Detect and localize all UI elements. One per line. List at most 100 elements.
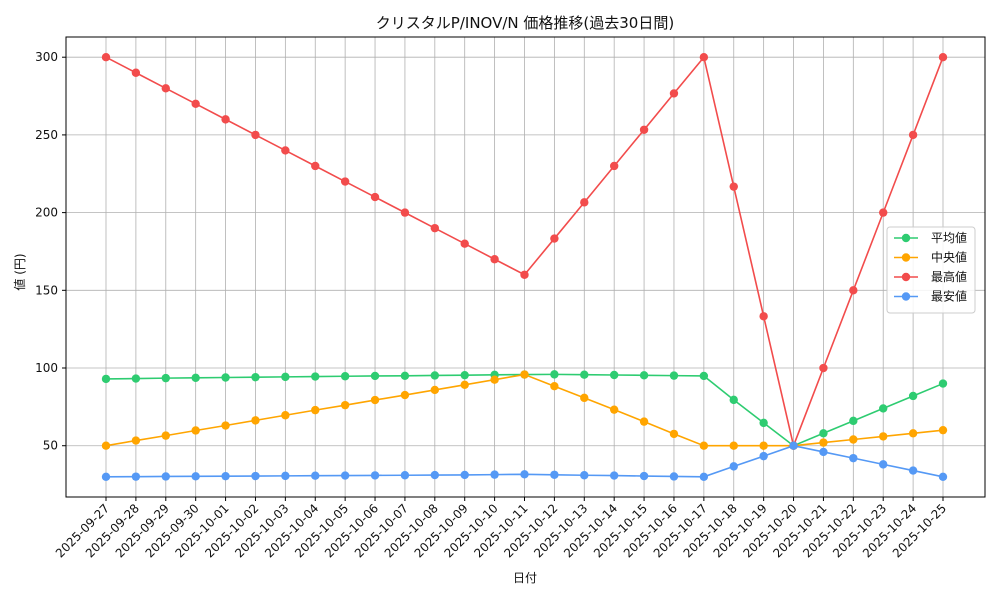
data-point (460, 239, 469, 248)
data-point (908, 429, 918, 438)
data-point (311, 372, 320, 381)
data-point (520, 470, 529, 479)
y-tick-label: 50 (43, 439, 58, 453)
data-point (879, 460, 888, 469)
data-point (340, 400, 350, 410)
data-point (400, 208, 410, 217)
data-point (340, 471, 350, 480)
data-point (101, 472, 111, 481)
data-point (669, 429, 679, 439)
data-point (938, 472, 948, 481)
legend-box (886, 226, 976, 314)
data-point (609, 161, 619, 171)
data-point (251, 130, 260, 140)
data-point (580, 198, 589, 207)
data-point (251, 372, 260, 382)
data-point (161, 472, 170, 481)
y-axis-ticks: 50 100 150 200 250 300 (35, 50, 66, 453)
y-tick-label: 250 (35, 128, 58, 142)
data-point (609, 405, 619, 414)
series-最安値 (101, 441, 948, 481)
data-point (580, 393, 589, 403)
legend-swatch-marker (901, 272, 911, 282)
data-point (101, 441, 111, 450)
data-point (131, 68, 141, 77)
series-中央値 (101, 370, 948, 450)
data-point (281, 411, 290, 420)
data-point (819, 363, 828, 373)
data-point (131, 436, 141, 445)
data-point (729, 462, 738, 471)
data-point (729, 182, 738, 191)
data-point (639, 417, 649, 426)
data-point (639, 371, 649, 380)
data-point (311, 471, 320, 480)
data-point (460, 380, 469, 389)
data-point (251, 416, 260, 425)
data-point (938, 53, 948, 62)
data-point (699, 53, 709, 62)
data-point (879, 404, 888, 413)
data-point (789, 441, 798, 450)
data-point (490, 470, 499, 479)
data-point (370, 471, 380, 480)
y-tick-label: 200 (35, 206, 58, 220)
data-point (759, 312, 768, 321)
data-point (191, 426, 200, 435)
data-point (908, 391, 918, 401)
data-point (370, 371, 380, 381)
data-point (819, 447, 828, 457)
data-point (849, 286, 858, 295)
series-lines (101, 53, 948, 481)
legend-swatch-marker (901, 253, 911, 262)
plot-frame (65, 36, 986, 498)
data-point (639, 125, 649, 134)
data-point (101, 374, 111, 384)
data-point (759, 451, 768, 461)
y-tick-label: 150 (35, 283, 58, 297)
legend-swatch-marker (901, 292, 911, 301)
data-point (938, 379, 948, 388)
data-point (221, 421, 230, 430)
y-axis-label: 値 (円) (12, 253, 27, 290)
data-point (281, 372, 290, 382)
data-point (370, 395, 380, 405)
data-point (221, 471, 230, 481)
data-point (340, 177, 350, 186)
legend-entry-label: 最高値 (931, 269, 967, 284)
data-point (161, 84, 170, 93)
data-point (908, 466, 918, 475)
data-point (161, 431, 170, 440)
data-point (191, 373, 200, 383)
data-point (550, 234, 559, 243)
data-point (879, 208, 888, 217)
data-point (580, 471, 589, 480)
data-point (520, 270, 529, 279)
data-point (460, 470, 469, 480)
data-point (400, 471, 410, 480)
data-point (161, 373, 170, 383)
legend-swatch-marker (901, 233, 911, 243)
data-point (311, 405, 320, 415)
data-point (251, 471, 260, 481)
data-point (221, 373, 230, 382)
data-point (849, 416, 858, 426)
data-point (101, 53, 111, 62)
grid-lines (66, 37, 985, 497)
data-point (490, 255, 499, 264)
data-point (550, 370, 559, 379)
data-point (430, 371, 440, 380)
data-point (759, 418, 768, 428)
data-point (340, 372, 350, 381)
data-point (699, 472, 709, 481)
y-tick-label: 300 (35, 50, 58, 64)
data-point (490, 375, 499, 384)
data-point (609, 370, 619, 380)
legend-entry-label: 中央値 (931, 250, 967, 265)
data-point (311, 161, 320, 171)
data-point (639, 471, 649, 481)
data-point (669, 89, 679, 98)
